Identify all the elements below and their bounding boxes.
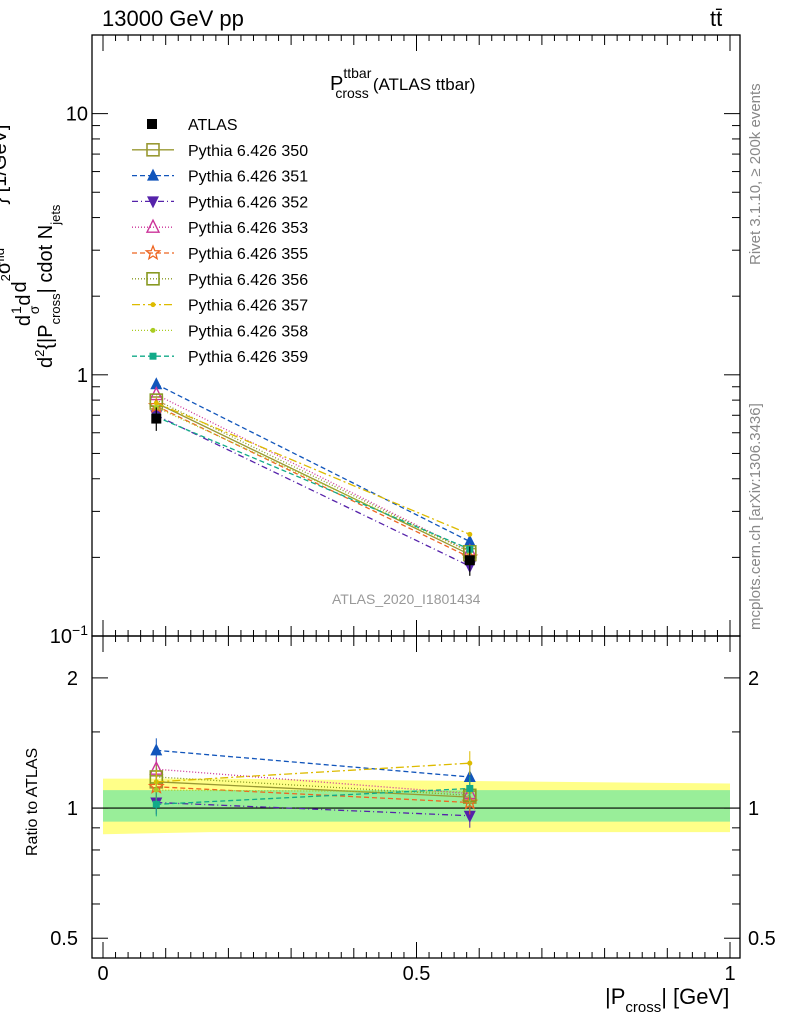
x-tick-label: 0 xyxy=(97,963,108,985)
y-tick-label-main: 10 xyxy=(66,104,88,126)
y-axis-label-main: d1σdd2σfidd2{|Pcross| cdot Njets} [1/GeV… xyxy=(0,125,63,369)
ratio-point-2 xyxy=(463,810,476,823)
process-label: tt̄ xyxy=(710,6,722,31)
legend-marker-5 xyxy=(146,271,160,286)
legend: ATLAS Pythia 6.426 350 Pythia 6.426 351 Pyt… xyxy=(132,117,308,366)
legend-marker-6 xyxy=(150,302,156,308)
series-point-1 xyxy=(463,534,476,547)
series-line-3 xyxy=(156,394,471,553)
y-axis-label-ratio: Ratio to ATLAS xyxy=(24,748,41,856)
ratio-point-1 xyxy=(150,743,163,756)
ratio-band-green xyxy=(103,790,730,822)
series-point-6 xyxy=(467,531,473,537)
y-tick-label-ratio-right: 1 xyxy=(748,798,759,820)
legend-label-5: Pythia 6.426 356 xyxy=(188,272,308,289)
ratio-line-7 xyxy=(156,789,470,793)
legend-label-0: Pythia 6.426 350 xyxy=(188,143,308,160)
data-point xyxy=(151,413,162,424)
legend-marker-8 xyxy=(149,352,157,360)
y-tick-label-main: 1 xyxy=(77,365,88,387)
series-line-5 xyxy=(156,399,471,553)
ratio-point-1 xyxy=(463,769,476,782)
legend-label-1: Pythia 6.426 351 xyxy=(188,169,308,186)
y-tick-label-ratio-right: 0.5 xyxy=(748,928,776,950)
series-point-1 xyxy=(150,377,163,390)
legend-label-6: Pythia 6.426 357 xyxy=(188,298,308,315)
ratio-line-5 xyxy=(156,776,470,797)
series-point-6 xyxy=(153,400,159,406)
series-line-7 xyxy=(156,406,471,553)
y-tick-label-main: 10−1 xyxy=(50,622,88,648)
rivet-label: Rivet 3.1.10, ≥ 200k events xyxy=(747,83,764,265)
legend-marker-0 xyxy=(146,143,160,157)
ratio-line-1 xyxy=(156,749,470,778)
legend-marker-7 xyxy=(150,327,156,333)
series-line-0 xyxy=(156,402,471,556)
ratio-point-7 xyxy=(153,787,159,793)
legend-marker-1 xyxy=(147,168,159,181)
ratio-panel: 0 0.5 1 2 2 1 1 0.5 0.5 xyxy=(50,635,776,985)
analysis-id: ATLAS_2020_I1801434 xyxy=(332,591,481,607)
ratio-line-8 xyxy=(156,787,470,805)
legend-marker-3 xyxy=(145,218,161,233)
ratio-line-4 xyxy=(156,786,470,804)
data-point xyxy=(464,555,475,566)
y-tick-label-ratio-left: 0.5 xyxy=(50,928,78,950)
y-tick-label-ratio-left: 1 xyxy=(67,798,78,820)
legend-marker-4 xyxy=(144,244,162,261)
legend-marker-data xyxy=(147,119,157,129)
x-axis-label: |Pcross| [GeV] xyxy=(605,984,729,1016)
series-line-8 xyxy=(156,416,471,550)
ratio-line-0 xyxy=(156,781,470,798)
legend-label-8: Pythia 6.426 359 xyxy=(188,349,308,366)
y-tick-label-ratio-right: 2 xyxy=(748,668,759,690)
legend-label-7: Pythia 6.426 358 xyxy=(188,323,308,340)
plot-title: Pttbar cross (ATLAS ttbar) xyxy=(330,65,475,101)
series-line-6 xyxy=(156,402,471,535)
series-line-2 xyxy=(156,414,471,567)
legend-label-data: ATLAS xyxy=(188,117,238,134)
ratio-line-6 xyxy=(156,762,470,783)
main-panel: 10 1 10−1 xyxy=(50,34,741,648)
legend-label-2: Pythia 6.426 352 xyxy=(188,194,308,211)
y-tick-label-ratio-left: 2 xyxy=(67,668,78,690)
mcplots-label: mcplots.cern.ch [arXiv:1306.3436] xyxy=(747,403,764,630)
legend-label-4: Pythia 6.426 355 xyxy=(188,246,308,263)
ratio-point-8 xyxy=(466,784,474,792)
legend-label-3: Pythia 6.426 353 xyxy=(188,220,308,237)
legend-marker-2 xyxy=(147,196,159,209)
energy-label: 13000 GeV pp xyxy=(102,6,244,31)
x-tick-label: 1 xyxy=(724,963,735,985)
series-line-1 xyxy=(156,383,471,543)
ratio-point-6 xyxy=(467,760,473,766)
ratio-point-8 xyxy=(152,800,160,808)
x-tick-label: 0.5 xyxy=(403,963,431,985)
ratio-line-2 xyxy=(156,801,470,817)
